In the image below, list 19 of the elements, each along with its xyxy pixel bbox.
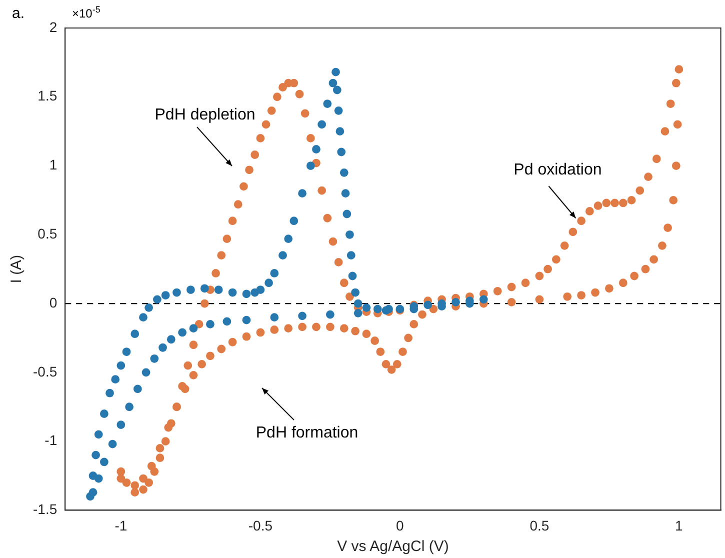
y-tick-label: 0.5 bbox=[38, 226, 58, 242]
x-tick-label: 0 bbox=[396, 517, 404, 534]
annotation: PdH formation bbox=[256, 424, 358, 442]
y-tick-label: 2 bbox=[49, 18, 58, 35]
annotation: PdH depletion bbox=[154, 106, 256, 124]
x-tick-label: 0.5 bbox=[530, 517, 550, 534]
annotation: Pd oxidation bbox=[514, 162, 602, 179]
x-tick-label: 1 bbox=[675, 517, 684, 534]
y-tick-label: -0.5 bbox=[33, 363, 58, 380]
x-tick-label: -1 bbox=[114, 517, 128, 534]
y-tick-label: 1.5 bbox=[38, 88, 58, 104]
y-axis-title: I (A) bbox=[8, 254, 26, 284]
x-tick-label: -0.5 bbox=[248, 517, 273, 534]
y-tick-label: 1 bbox=[49, 156, 58, 173]
text: a. bbox=[12, 5, 25, 22]
y-tick-label: 0 bbox=[49, 294, 58, 310]
y-tick-label: -1 bbox=[44, 432, 58, 448]
y-tick-label: -1.5 bbox=[33, 501, 58, 518]
x-axis-title: V vs Ag/AgCl (V) bbox=[337, 538, 449, 556]
